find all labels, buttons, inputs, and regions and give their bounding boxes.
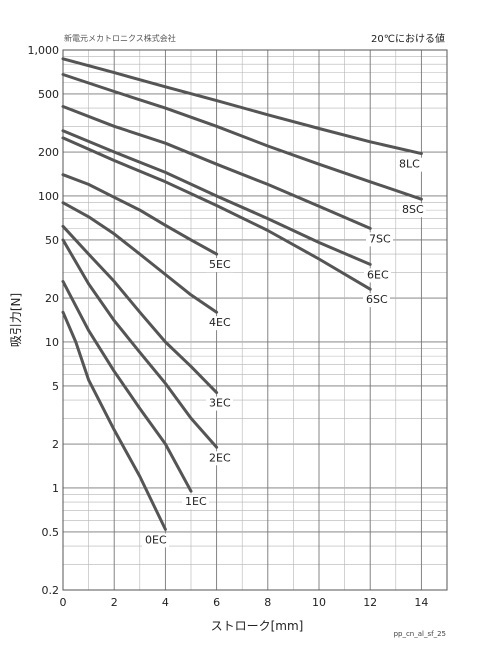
series-label-bg	[364, 268, 391, 283]
series-line-2ec	[61, 238, 219, 449]
chart-grid	[62, 50, 448, 591]
series-label-3ec: 3EC	[209, 397, 231, 410]
series-label-bg	[206, 396, 233, 411]
plot-frame	[62, 49, 448, 591]
x-tick-label: 10	[312, 596, 326, 609]
x-tick-label: 0	[60, 596, 67, 609]
y-tick-label: 20	[45, 292, 59, 305]
x-tick-label: 14	[414, 596, 428, 609]
series-label-bg	[206, 258, 233, 273]
series-label-6ec: 6EC	[367, 268, 389, 281]
series-label-6sc: 6SC	[366, 293, 388, 306]
series-label-8lc: 8LC	[399, 158, 420, 171]
series-label-7sc: 7SC	[369, 232, 391, 245]
y-tick-label: 0.5	[42, 526, 60, 539]
y-axis-ticks: 1,000 500 200 100 50 20 10 5 2 1 0.5 0.2	[28, 44, 60, 597]
y-tick-label: 1	[52, 482, 59, 495]
series-label-bg	[206, 451, 233, 466]
series-label-bg	[396, 157, 423, 172]
y-tick-label: 500	[38, 88, 59, 101]
series-label-bg	[142, 533, 169, 548]
y-tick-label: 5	[52, 380, 59, 393]
series-line-4ec	[61, 201, 219, 314]
measurement-condition: 20℃における値	[371, 32, 445, 45]
series-line-8lc	[61, 57, 423, 156]
y-tick-label: 200	[38, 146, 59, 159]
y-axis-label: 吸引力[N]	[9, 293, 23, 347]
y-tick-label: 0.2	[42, 584, 60, 597]
x-tick-label: 2	[111, 596, 118, 609]
series-line-1ec	[61, 279, 193, 493]
series-line-5ec	[61, 173, 219, 256]
x-tick-label: 8	[264, 596, 271, 609]
x-axis-ticks: 0 2 4 6 8 10 12 14	[60, 596, 429, 609]
y-tick-label: 2	[52, 438, 59, 451]
x-tick-label: 6	[213, 596, 220, 609]
series-label-0ec: 0EC	[145, 533, 167, 546]
series-line-6sc	[61, 136, 372, 291]
series-label-5ec: 5EC	[209, 258, 231, 271]
chart-series	[61, 57, 423, 531]
series-label-bg	[366, 232, 393, 247]
x-tick-label: 12	[363, 596, 377, 609]
series-label-bg	[182, 495, 209, 510]
y-tick-label: 50	[45, 234, 59, 247]
y-tick-label: 1,000	[28, 44, 60, 57]
series-label-bg	[399, 203, 426, 218]
series-line-8sc	[61, 73, 423, 201]
series-label-bg	[363, 293, 390, 308]
x-tick-label: 4	[162, 596, 169, 609]
y-tick-label: 100	[38, 190, 59, 203]
x-axis-label: ストローク[mm]	[211, 619, 304, 633]
company-name: 新電元メカトロニクス株式会社	[64, 33, 176, 43]
series-line-6ec	[61, 129, 372, 266]
series-label-4ec: 4EC	[209, 316, 231, 329]
series-label-1ec: 1EC	[185, 495, 207, 508]
series-line-0ec	[61, 310, 167, 531]
series-line-3ec	[61, 224, 219, 395]
series-label-2ec: 2EC	[209, 451, 231, 464]
series-line-7sc	[61, 105, 372, 230]
series-label-8sc: 8SC	[402, 203, 424, 216]
series-label-bg	[206, 316, 233, 331]
y-tick-label: 10	[45, 336, 59, 349]
series-labels: 8LC 8SC 7SC 6EC 6SC 5EC 4EC 3EC 2EC 1EC 0EC	[142, 157, 426, 548]
figure-code: pp_cn_al_sf_25	[394, 630, 446, 638]
